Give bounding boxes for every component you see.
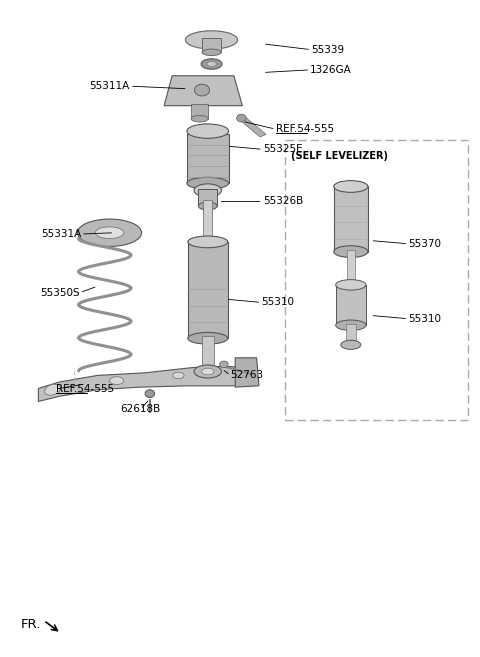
Text: 55326B: 55326B (263, 196, 303, 206)
Ellipse shape (77, 219, 142, 246)
Ellipse shape (109, 376, 124, 384)
Bar (202, 336, 214, 367)
Text: 55310: 55310 (408, 314, 442, 324)
Text: 55331A: 55331A (41, 229, 81, 239)
Ellipse shape (187, 177, 228, 189)
Ellipse shape (336, 280, 366, 290)
Ellipse shape (187, 124, 228, 138)
Text: 62618B: 62618B (120, 404, 160, 415)
Ellipse shape (185, 31, 238, 49)
Text: REF.54-555: REF.54-555 (56, 384, 114, 394)
Bar (204, 200, 212, 245)
Ellipse shape (145, 390, 155, 397)
Ellipse shape (191, 116, 208, 122)
Ellipse shape (45, 384, 60, 396)
Ellipse shape (219, 361, 228, 367)
Text: 52763: 52763 (230, 371, 264, 380)
Bar (191, 104, 208, 119)
Polygon shape (164, 76, 242, 106)
Text: (SELF LEVELIZER): (SELF LEVELIZER) (291, 151, 388, 162)
Bar (346, 324, 356, 344)
Ellipse shape (201, 59, 222, 69)
Ellipse shape (194, 365, 221, 378)
Bar (203, 205, 213, 213)
Ellipse shape (237, 114, 246, 122)
Ellipse shape (188, 236, 228, 248)
Text: 55311A: 55311A (90, 81, 130, 91)
Bar (187, 134, 228, 183)
Text: 55370: 55370 (408, 238, 442, 249)
Ellipse shape (173, 372, 184, 378)
Text: REF.54-555: REF.54-555 (276, 124, 334, 134)
Ellipse shape (334, 246, 368, 258)
Text: 55325E: 55325E (263, 145, 302, 154)
Bar (188, 242, 228, 338)
Text: FR.: FR. (21, 618, 41, 631)
Ellipse shape (207, 61, 216, 66)
Polygon shape (38, 367, 250, 401)
Bar (334, 187, 368, 252)
Text: 55310: 55310 (261, 298, 294, 307)
Polygon shape (235, 358, 259, 387)
Ellipse shape (194, 84, 210, 96)
Bar (347, 250, 355, 286)
Text: 55350S: 55350S (40, 288, 80, 298)
Text: 55339: 55339 (311, 45, 344, 55)
Ellipse shape (334, 181, 368, 193)
Bar (336, 285, 366, 325)
Ellipse shape (202, 368, 214, 374)
Polygon shape (240, 118, 266, 137)
Ellipse shape (341, 340, 361, 350)
Ellipse shape (188, 332, 228, 344)
Ellipse shape (198, 202, 217, 210)
Bar (202, 38, 221, 53)
Ellipse shape (336, 320, 366, 330)
Ellipse shape (202, 49, 221, 56)
Ellipse shape (194, 184, 221, 197)
Text: 1326GA: 1326GA (310, 65, 352, 75)
Bar (198, 189, 217, 206)
Ellipse shape (96, 227, 124, 238)
